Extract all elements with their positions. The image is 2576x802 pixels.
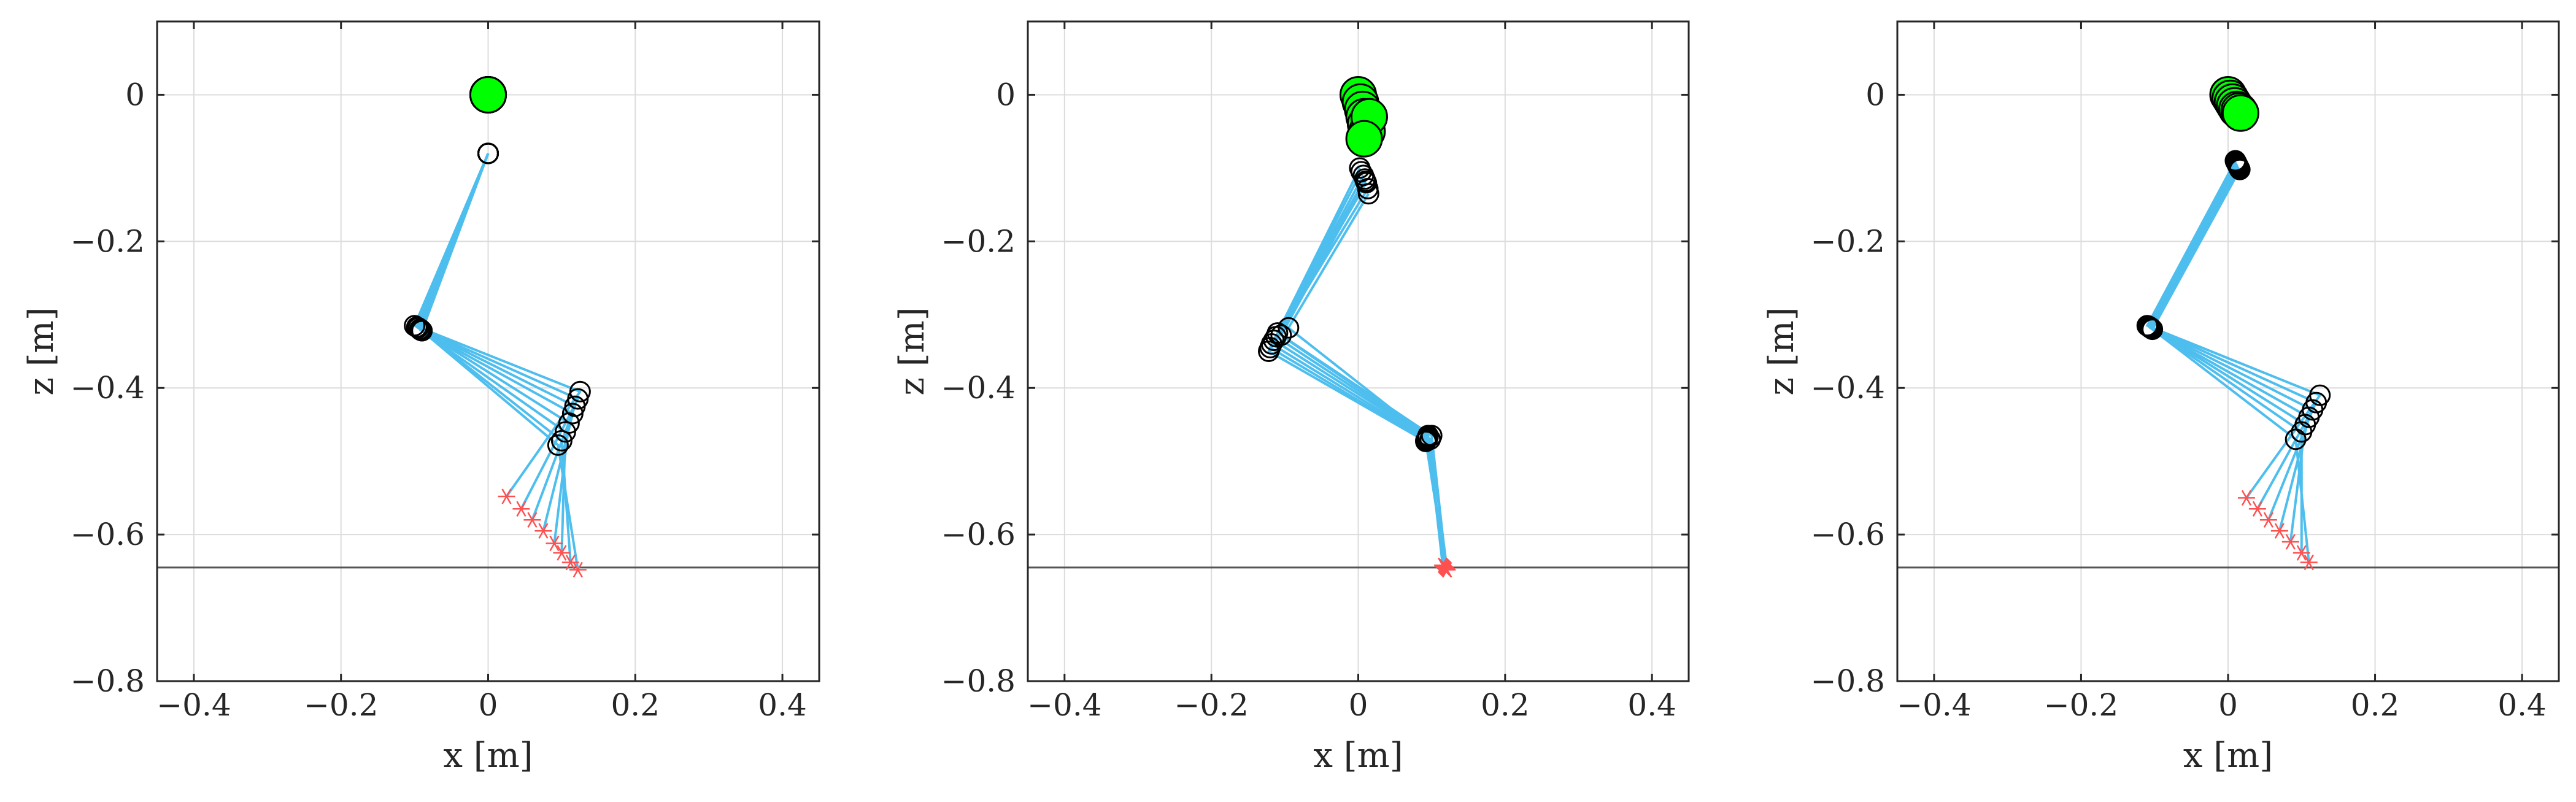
x-tick-label: −0.4 <box>1897 687 1971 723</box>
y-tick-label: −0.6 <box>941 517 1016 552</box>
joint-marker <box>561 403 584 425</box>
leg-links <box>2151 169 2310 563</box>
joint-marker <box>404 315 426 337</box>
x-tick-label: −0.4 <box>156 687 231 723</box>
y-tick-label: −0.4 <box>71 370 145 406</box>
x-tick-label: 0.4 <box>1627 687 1676 723</box>
joint-marker <box>2285 428 2307 450</box>
x-tick-label: 0.2 <box>1481 687 1530 723</box>
y-tick-label: −0.8 <box>1811 663 1885 699</box>
x-axis-label: x [m] <box>2183 736 2273 776</box>
y-tick-label: −0.4 <box>1811 370 1885 406</box>
x-tick-label: −0.2 <box>2044 687 2118 723</box>
x-tick-label: −0.2 <box>304 687 378 723</box>
foot-marker <box>2248 501 2266 517</box>
x-tick-label: 0.2 <box>2351 687 2400 723</box>
leg-links <box>1279 180 1448 569</box>
chart-panel-2: −0.4 −0.2 0 0.2 0.4 0 −0.2 −0.4 −0.6 −0.8 x [m] z [… <box>892 20 1690 776</box>
y-tick-label: −0.8 <box>941 663 1016 699</box>
y-tick-label: 0 <box>125 77 145 112</box>
x-tick-label: 0 <box>2218 687 2238 723</box>
leg-links <box>420 153 579 570</box>
leg-links <box>2146 160 2321 499</box>
x-tick-label: 0 <box>479 687 498 723</box>
foot-marker <box>2293 545 2310 561</box>
y-tick-label: −0.8 <box>71 663 145 699</box>
foot-marker <box>553 545 571 561</box>
y-tick-label: −0.2 <box>71 223 145 259</box>
joint-marker <box>1415 430 1437 452</box>
y-axis-label: z [m] <box>892 307 932 395</box>
joint-marker <box>477 142 499 164</box>
x-tick-label: 0 <box>1349 687 1368 723</box>
y-tick-label: −0.6 <box>1811 517 1885 552</box>
foot-marker <box>512 501 530 517</box>
joint-marker <box>2229 158 2251 180</box>
joint-marker <box>550 430 573 452</box>
hip-marker <box>2221 94 2259 132</box>
joint-marker <box>1270 324 1292 346</box>
x-tick-label: −0.4 <box>1027 687 1101 723</box>
y-tick-label: 0 <box>1865 77 1885 112</box>
joint-marker <box>1357 183 1379 205</box>
y-axis-label: z [m] <box>1762 307 1802 395</box>
joint-marker <box>407 317 430 339</box>
foot-marker <box>1438 561 1456 577</box>
foot-marker <box>2270 523 2288 539</box>
chart-panel-3: −0.4 −0.2 0 0.2 0.4 0 −0.2 −0.4 −0.6 −0.8 x [m] z [… <box>1762 20 2560 776</box>
y-tick-label: −0.6 <box>71 517 145 552</box>
leg-links <box>413 153 582 498</box>
x-axis-label: x [m] <box>443 736 533 776</box>
joint-marker <box>1278 317 1300 339</box>
joint-marker <box>2142 318 2164 341</box>
x-tick-label: 0.4 <box>2497 687 2547 723</box>
joint-marker <box>1421 425 1443 447</box>
foot-marker <box>2300 554 2318 571</box>
hip-marker <box>469 75 507 114</box>
joint-marker <box>1354 170 1376 192</box>
joint-marker <box>547 434 569 456</box>
hip-marker <box>1345 120 1383 158</box>
y-tick-label: −0.4 <box>941 370 1016 406</box>
y-axis-label: z [m] <box>21 307 61 395</box>
foot-marker <box>569 561 587 578</box>
foot-marker <box>561 554 579 571</box>
foot-marker <box>2259 512 2277 528</box>
x-axis-label: x [m] <box>1313 736 1403 776</box>
joint-marker <box>2291 421 2313 443</box>
joint-marker <box>1258 341 1280 362</box>
x-tick-label: 0.2 <box>611 687 660 723</box>
chart-panel-1: −0.4 −0.2 0 0.2 0.4 0 −0.2 −0.4 −0.6 −0.8 x [m] z [… <box>21 20 820 776</box>
x-tick-label: 0.4 <box>758 687 807 723</box>
y-tick-label: 0 <box>996 77 1016 112</box>
foot-marker <box>498 488 515 504</box>
foot-marker <box>2281 534 2299 550</box>
foot-marker <box>523 512 541 528</box>
foot-marker <box>546 535 563 552</box>
y-tick-label: −0.2 <box>1811 223 1885 259</box>
joint-marker <box>411 320 433 342</box>
y-tick-label: −0.2 <box>941 223 1016 259</box>
foot-marker <box>534 523 552 539</box>
foot-marker <box>2237 490 2255 506</box>
x-tick-label: −0.2 <box>1174 687 1248 723</box>
